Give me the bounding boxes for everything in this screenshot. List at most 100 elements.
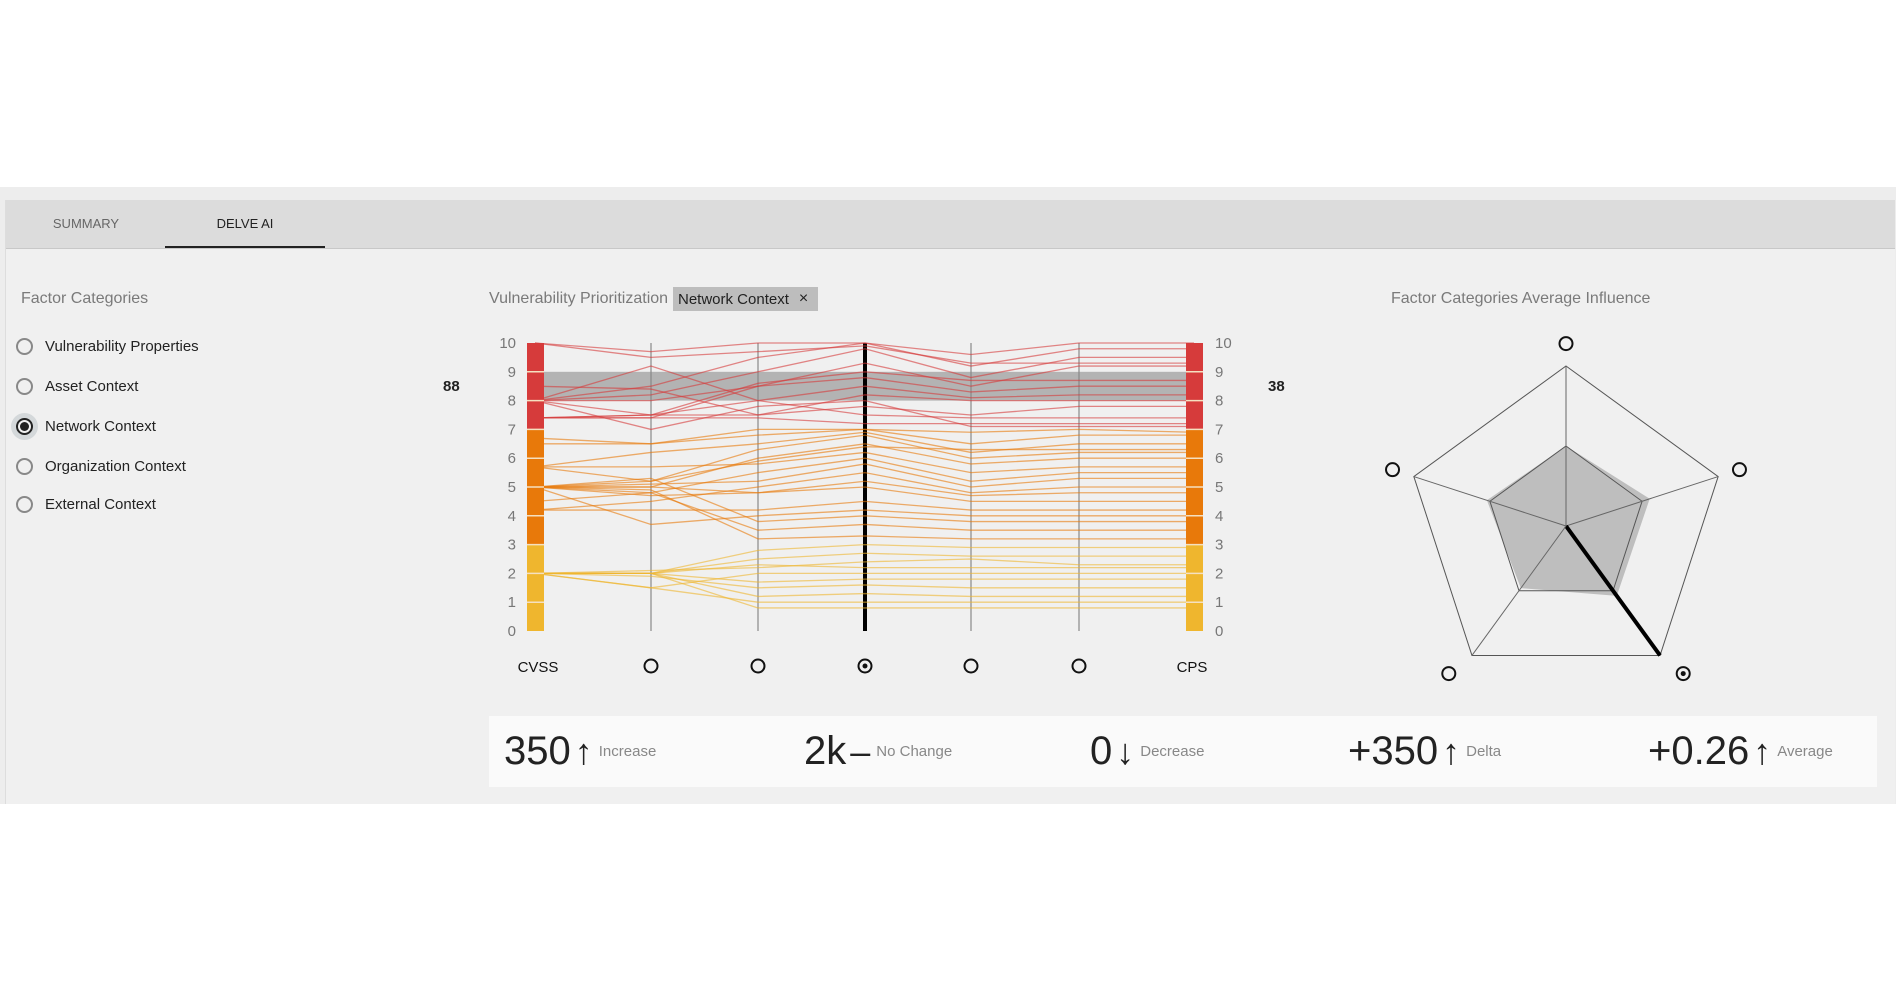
- parallel-coordinates-chart[interactable]: 0 0 1 1 2 2 3 3 4 4 5 5 6 6 7 7 8 8 9 9 10 10 CVSS CPS: [480, 320, 1260, 690]
- radar-selector-icon[interactable]: [1385, 462, 1401, 478]
- data-line: [534, 342, 1194, 402]
- tab-delve-ai[interactable]: DELVE AI: [165, 200, 325, 248]
- y-tick-right: 3: [1215, 537, 1223, 554]
- axis-selector-selected-icon[interactable]: [857, 658, 873, 674]
- data-line: [534, 463, 1194, 488]
- radar-selector-icon[interactable]: [1731, 462, 1747, 478]
- radar-spoke: [1564, 524, 1662, 657]
- data-line: [534, 572, 1194, 589]
- y-tick-left: 8: [508, 393, 516, 410]
- axis-selector-icon[interactable]: [1071, 658, 1087, 674]
- data-line: [534, 431, 1194, 468]
- data-line: [535, 572, 1194, 609]
- data-line: [534, 399, 1194, 431]
- arrow-up-icon: ↑: [574, 730, 593, 772]
- data-line: [534, 480, 1194, 497]
- stat-label: Decrease: [1140, 743, 1205, 760]
- y-tick-right: 6: [1215, 450, 1223, 467]
- stat-value: 2k: [804, 729, 847, 773]
- data-line: [534, 471, 1194, 511]
- axis-label-cvss: CVSS: [518, 659, 559, 676]
- data-line: [534, 348, 1194, 402]
- radio-label: Network Context: [45, 417, 156, 435]
- y-tick-left: 5: [508, 479, 516, 496]
- arrow-up-icon: ↑: [1753, 730, 1772, 772]
- tab-bar: SUMMARY DELVE AI: [6, 200, 1895, 249]
- y-tick-left: 3: [508, 537, 516, 554]
- y-tick-right: 9: [1215, 364, 1223, 381]
- axis-selector-icon[interactable]: [963, 658, 979, 674]
- data-line: [534, 492, 1194, 531]
- arrow-up-icon: ↑: [1442, 730, 1461, 772]
- radar-outer-ring: [1413, 365, 1719, 656]
- prioritization-title: Vulnerability Prioritization: [489, 290, 669, 307]
- radio-icon[interactable]: [16, 377, 33, 395]
- data-line: [534, 486, 1194, 526]
- cps-severity-bar-low: [1186, 544, 1203, 631]
- radar-spoke: [1471, 525, 1567, 656]
- stat-label: Increase: [598, 743, 657, 760]
- y-tick-left: 6: [508, 450, 516, 467]
- radio-organization-context[interactable]: Organization Context: [16, 451, 186, 481]
- axis-label-cps: CPS: [1177, 659, 1208, 676]
- y-tick-left: 4: [508, 508, 516, 525]
- radio-external-context[interactable]: External Context: [16, 489, 156, 519]
- data-line: [534, 446, 1194, 482]
- stat-value: +0.26: [1648, 729, 1750, 773]
- radio-asset-context[interactable]: Asset Context: [16, 371, 138, 401]
- radio-icon[interactable]: [16, 457, 33, 475]
- radio-icon[interactable]: [16, 495, 33, 513]
- stats-bar: 350 ↑ Increase 2k – No Change 0 ↓ Decrease +35…: [489, 716, 1877, 787]
- radio-network-context[interactable]: Network Context: [16, 411, 156, 441]
- y-tick-left: 0: [508, 623, 516, 640]
- axis-selector-icon[interactable]: [643, 658, 659, 674]
- stat-value: 350: [504, 729, 571, 773]
- data-line: [534, 572, 1194, 603]
- stat-label: Delta: [1466, 743, 1502, 760]
- radar-title: Factor Categories Average Influence: [1391, 290, 1651, 307]
- data-line: [534, 405, 1194, 419]
- arrow-down-icon: ↓: [1116, 730, 1135, 772]
- stat-decrease: 0 ↓ Decrease: [1090, 716, 1204, 787]
- data-line: [534, 385, 1194, 416]
- y-tick-left: 2: [508, 565, 516, 582]
- stat-average: +0.26 ↑ Average: [1648, 716, 1833, 787]
- y-tick-right: 2: [1215, 565, 1223, 582]
- close-icon[interactable]: ×: [798, 290, 809, 307]
- y-tick-right: 7: [1215, 421, 1223, 438]
- y-tick-right: 10: [1215, 335, 1232, 352]
- radar-selector-icon[interactable]: [1441, 666, 1457, 682]
- radar-selector-selected-icon[interactable]: [1675, 666, 1691, 682]
- y-tick-right: 5: [1215, 479, 1223, 496]
- data-line: [535, 451, 1194, 474]
- radio-vulnerability-properties[interactable]: Vulnerability Properties: [16, 331, 199, 361]
- radar-selector-icon[interactable]: [1558, 336, 1574, 352]
- highlight-count-left: 88: [443, 378, 460, 395]
- y-tick-right: 8: [1215, 393, 1223, 410]
- data-line: [534, 365, 1194, 419]
- stat-delta: +350 ↑ Delta: [1348, 716, 1501, 787]
- filter-chip-network-context[interactable]: Network Context ×: [673, 287, 819, 311]
- radio-label: External Context: [45, 495, 156, 513]
- data-line: [534, 486, 1194, 540]
- y-tick-right: 0: [1215, 623, 1223, 640]
- stat-label: No Change: [876, 743, 953, 760]
- filter-chip-label: Network Context: [678, 290, 789, 308]
- axis-selector-icon[interactable]: [750, 658, 766, 674]
- highlight-count-right: 38: [1268, 378, 1285, 395]
- cvss-severity-bar-low: [527, 544, 544, 631]
- data-line: [534, 342, 1194, 364]
- y-tick-right: 1: [1215, 594, 1223, 611]
- radio-icon[interactable]: [16, 337, 33, 355]
- factor-categories-title: Factor Categories: [21, 290, 149, 307]
- radar-inner-ring: [1489, 445, 1643, 592]
- radar-value-area: [1486, 446, 1650, 596]
- radar-chart[interactable]: [1366, 320, 1766, 690]
- data-line: [535, 500, 1194, 511]
- data-line: [535, 362, 1194, 402]
- radar-spoke: [1565, 476, 1719, 527]
- stat-no-change: 2k – No Change: [804, 716, 952, 787]
- y-tick-left: 9: [508, 364, 516, 381]
- tab-summary[interactable]: SUMMARY: [52, 216, 120, 231]
- radio-selected-icon[interactable]: [16, 417, 33, 435]
